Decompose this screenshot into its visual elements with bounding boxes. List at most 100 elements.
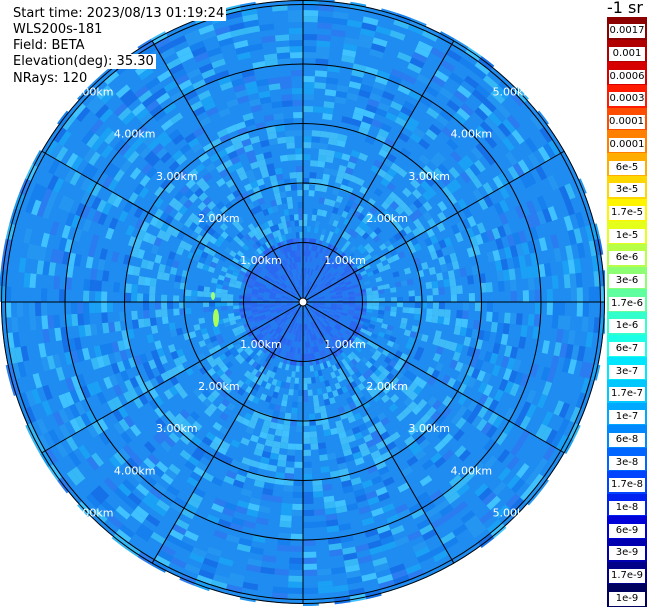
radar-bin xyxy=(375,107,388,118)
radar-bin xyxy=(258,245,266,253)
radar-bin xyxy=(503,380,514,394)
radar-bin xyxy=(380,471,392,482)
radar-bin xyxy=(503,407,516,421)
radar-bin xyxy=(288,28,303,35)
radar-bin xyxy=(408,372,418,382)
radar-bin xyxy=(319,142,329,150)
radar-bin xyxy=(112,195,123,208)
radar-bin xyxy=(247,37,263,46)
radar-bin xyxy=(41,188,53,204)
ring-label: 1.00km xyxy=(324,338,366,351)
radar-bin xyxy=(171,228,181,238)
radar-bin xyxy=(288,563,303,570)
radar-bin xyxy=(390,431,401,442)
radar-bin xyxy=(483,396,494,409)
radar-bin xyxy=(211,138,223,148)
radar-bin xyxy=(418,169,429,181)
radar-bin xyxy=(178,240,188,250)
radar-bin xyxy=(235,333,243,340)
radar-bin xyxy=(496,270,504,282)
radar-bin xyxy=(178,51,194,64)
radar-bin xyxy=(147,453,160,466)
radar-bin xyxy=(133,238,143,249)
radar-bin xyxy=(211,256,220,264)
radar-bin xyxy=(184,132,197,144)
radar-bin xyxy=(166,534,182,547)
radar-bin xyxy=(202,223,212,233)
radar-bin xyxy=(156,347,165,358)
radar-bin xyxy=(457,158,470,172)
radar-bin xyxy=(268,364,275,372)
radar-bin xyxy=(415,159,427,170)
radar-bin xyxy=(56,250,65,264)
radar-bin xyxy=(325,360,332,368)
radar-bin xyxy=(338,431,347,440)
radar-bin xyxy=(246,508,259,518)
radar-bin xyxy=(143,134,156,147)
radar-bin xyxy=(413,313,421,321)
radar-bin xyxy=(290,184,298,191)
radar-bin xyxy=(42,261,51,276)
radar-bin xyxy=(163,80,178,93)
radar-bin xyxy=(123,201,134,214)
radar-bin xyxy=(134,218,145,230)
radar-bin xyxy=(230,155,241,165)
radar-bin xyxy=(224,368,233,377)
radar-bin xyxy=(456,285,463,294)
radar-bin xyxy=(155,302,162,310)
radar-bin xyxy=(390,219,400,228)
radar-bin xyxy=(316,209,323,216)
radar-bin xyxy=(404,121,417,133)
radar-bin xyxy=(175,518,190,531)
radar-bin xyxy=(501,137,515,152)
radar-bin xyxy=(297,395,303,402)
radar-bin xyxy=(529,226,539,241)
radar-bin xyxy=(425,366,435,376)
radar-bin xyxy=(25,197,36,214)
radar-bin xyxy=(248,358,256,366)
radar-bin xyxy=(456,371,466,383)
radar-bin xyxy=(381,209,391,219)
radar-bin xyxy=(264,355,271,363)
radar-bin xyxy=(64,391,75,407)
radar-bin xyxy=(450,285,457,295)
radar-bin xyxy=(258,505,271,514)
radar-bin xyxy=(178,79,193,91)
radar-bin xyxy=(373,376,383,386)
radar-bin xyxy=(137,276,145,286)
radar-bin xyxy=(576,287,583,302)
radar-bin xyxy=(588,286,595,302)
radar-bin xyxy=(563,273,571,289)
radar-bin xyxy=(482,372,492,385)
radar-bin xyxy=(231,257,240,264)
radar-bin xyxy=(184,242,193,252)
radar-bin xyxy=(461,218,472,230)
radar-bin xyxy=(362,16,379,26)
radar-bin xyxy=(334,96,347,105)
radar-bin xyxy=(229,278,237,284)
radar-bin xyxy=(327,391,334,399)
radar-bin xyxy=(203,291,210,298)
radar-bin xyxy=(426,406,437,418)
radar-bin xyxy=(259,23,275,32)
radar-bin xyxy=(381,349,390,357)
radar-bin xyxy=(224,385,233,394)
radar-bin xyxy=(314,70,328,78)
radar-bin xyxy=(403,225,413,235)
radar-bin xyxy=(32,372,43,389)
radar-bin xyxy=(484,116,498,131)
radar-bin xyxy=(388,359,397,368)
radar-bin xyxy=(275,216,282,225)
radar-bin xyxy=(540,222,551,238)
radar-bin xyxy=(113,282,121,293)
radar-bin xyxy=(263,481,275,490)
radar-bin xyxy=(471,264,479,276)
radar-bin xyxy=(337,133,348,142)
radar-bin xyxy=(209,236,218,245)
radar-bin xyxy=(342,485,354,494)
radar-bin xyxy=(216,177,226,188)
radar-bin xyxy=(244,336,252,344)
radar-bin xyxy=(311,136,321,143)
radar-bin xyxy=(471,461,485,475)
radar-bin xyxy=(464,75,480,90)
